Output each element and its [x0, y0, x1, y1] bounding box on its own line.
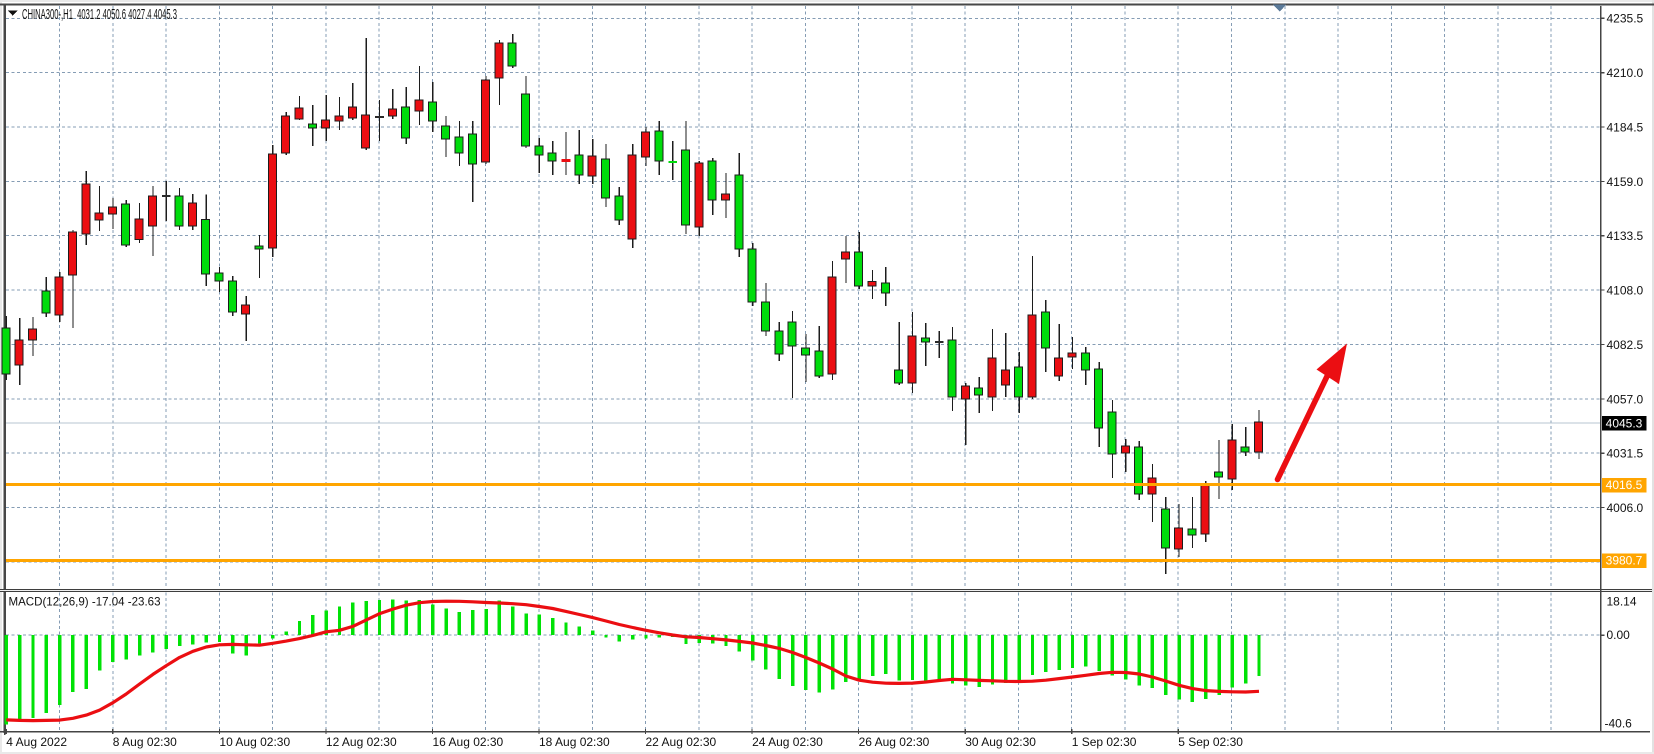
svg-text:4184.5: 4184.5: [1607, 120, 1644, 134]
svg-text:16 Aug 02:30: 16 Aug 02:30: [433, 735, 504, 749]
svg-text:4159.0: 4159.0: [1607, 175, 1644, 189]
svg-text:4045.3: 4045.3: [1606, 417, 1643, 431]
svg-text:4016.5: 4016.5: [1606, 478, 1643, 492]
svg-text:1 Sep 02:30: 1 Sep 02:30: [1072, 735, 1137, 749]
svg-text:26 Aug 02:30: 26 Aug 02:30: [859, 735, 930, 749]
svg-text:4 Aug 2022: 4 Aug 2022: [6, 735, 67, 749]
svg-text:12 Aug 02:30: 12 Aug 02:30: [326, 735, 397, 749]
svg-text:30 Aug 02:30: 30 Aug 02:30: [965, 735, 1036, 749]
svg-text:4133.5: 4133.5: [1607, 229, 1644, 243]
svg-text:8 Aug 02:30: 8 Aug 02:30: [113, 735, 177, 749]
svg-text:4108.0: 4108.0: [1607, 284, 1644, 298]
svg-text:4082.5: 4082.5: [1607, 338, 1644, 352]
svg-text:MACD(12,26,9) -17.04 -23.63: MACD(12,26,9) -17.04 -23.63: [9, 595, 161, 609]
svg-text:18 Aug 02:30: 18 Aug 02:30: [539, 735, 610, 749]
svg-text:4006.0: 4006.0: [1607, 501, 1644, 515]
svg-text:5 Sep 02:30: 5 Sep 02:30: [1178, 735, 1243, 749]
svg-text:10 Aug 02:30: 10 Aug 02:30: [219, 735, 290, 749]
svg-text:4210.0: 4210.0: [1607, 66, 1644, 80]
svg-text:CHINA300-,H1 4031.2 4050.6 40: CHINA300-,H1 4031.2 4050.6 4027.4 4045.3: [22, 6, 177, 23]
svg-text:4235.5: 4235.5: [1607, 12, 1644, 26]
svg-text:4031.5: 4031.5: [1607, 447, 1644, 461]
svg-text:-40.6: -40.6: [1605, 717, 1633, 731]
svg-text:3980.7: 3980.7: [1606, 554, 1643, 568]
svg-text:22 Aug 02:30: 22 Aug 02:30: [646, 735, 717, 749]
svg-text:4057.0: 4057.0: [1607, 392, 1644, 406]
svg-text:0.00: 0.00: [1607, 628, 1631, 642]
svg-text:18.14: 18.14: [1607, 595, 1637, 609]
svg-text:24 Aug 02:30: 24 Aug 02:30: [752, 735, 823, 749]
